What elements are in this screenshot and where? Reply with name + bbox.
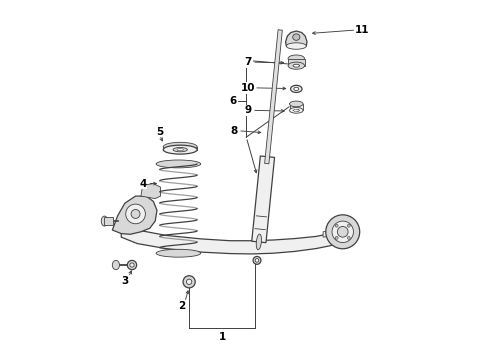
Text: 10: 10	[240, 83, 255, 93]
Ellipse shape	[335, 237, 337, 239]
Ellipse shape	[287, 62, 304, 69]
Polygon shape	[112, 196, 157, 234]
Ellipse shape	[186, 279, 191, 284]
Polygon shape	[163, 147, 197, 150]
Polygon shape	[141, 184, 160, 199]
Ellipse shape	[337, 226, 347, 237]
Text: 6: 6	[229, 96, 236, 107]
Ellipse shape	[163, 145, 197, 154]
Polygon shape	[251, 156, 274, 243]
Text: 5: 5	[156, 127, 163, 137]
Text: 8: 8	[230, 126, 237, 136]
Ellipse shape	[292, 64, 299, 67]
Ellipse shape	[325, 215, 359, 249]
Text: 4: 4	[139, 179, 146, 189]
Ellipse shape	[131, 210, 140, 219]
Ellipse shape	[285, 43, 305, 49]
Ellipse shape	[156, 160, 200, 168]
Text: 9: 9	[244, 105, 251, 115]
Text: 11: 11	[354, 25, 369, 35]
Ellipse shape	[130, 263, 134, 267]
Polygon shape	[264, 30, 282, 164]
Ellipse shape	[127, 260, 136, 270]
Ellipse shape	[290, 85, 302, 93]
Ellipse shape	[125, 204, 145, 224]
Polygon shape	[289, 104, 303, 111]
Ellipse shape	[163, 142, 197, 151]
Ellipse shape	[335, 224, 337, 227]
Polygon shape	[323, 230, 335, 237]
Ellipse shape	[346, 237, 349, 239]
Text: 7: 7	[244, 57, 251, 67]
Ellipse shape	[156, 249, 200, 257]
Bar	[104, 217, 113, 225]
Ellipse shape	[101, 216, 107, 226]
Text: 1: 1	[218, 332, 225, 342]
Ellipse shape	[293, 87, 298, 90]
Ellipse shape	[253, 256, 261, 264]
Ellipse shape	[112, 260, 119, 270]
Polygon shape	[287, 59, 304, 66]
Ellipse shape	[292, 34, 299, 40]
Polygon shape	[285, 31, 306, 46]
Ellipse shape	[346, 224, 349, 227]
Ellipse shape	[173, 148, 187, 152]
Ellipse shape	[183, 276, 195, 288]
Ellipse shape	[256, 234, 261, 250]
Ellipse shape	[331, 221, 353, 243]
Ellipse shape	[289, 101, 303, 107]
Ellipse shape	[255, 258, 258, 262]
Polygon shape	[121, 225, 342, 254]
Ellipse shape	[177, 149, 183, 151]
Text: 2: 2	[178, 301, 185, 311]
Ellipse shape	[287, 55, 304, 62]
Text: 3: 3	[121, 276, 128, 286]
Ellipse shape	[289, 108, 303, 113]
